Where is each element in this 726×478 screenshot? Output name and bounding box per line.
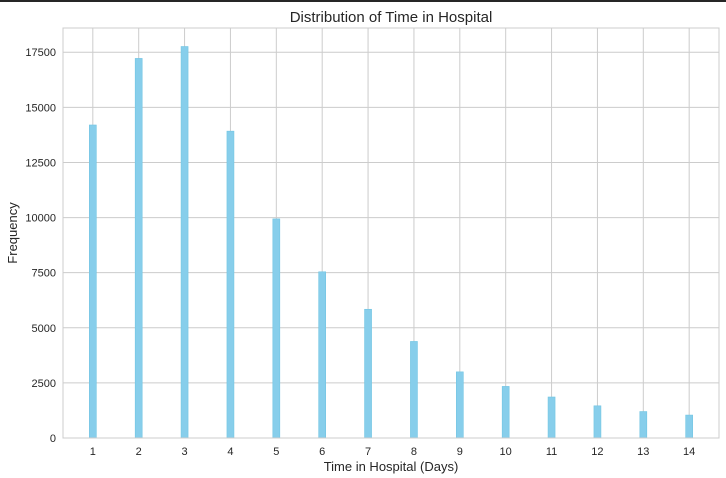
x-tick-label: 7: [365, 446, 371, 458]
x-tick-label: 1: [90, 446, 96, 458]
x-tick-label: 6: [319, 446, 325, 458]
x-tick-label: 4: [227, 446, 233, 458]
y-tick-label: 15000: [25, 102, 56, 114]
histogram-bar: [364, 308, 372, 439]
histogram-bar: [685, 414, 693, 439]
y-tick-label: 2500: [32, 378, 56, 390]
y-tick-label: 0: [50, 433, 56, 445]
x-tick-label: 10: [500, 446, 512, 458]
x-tick-label: 11: [546, 446, 557, 458]
x-axis-label: Time in Hospital (Days): [324, 459, 459, 474]
bars-group: [89, 46, 693, 439]
x-tick-label: 5: [273, 446, 279, 458]
histogram-bar: [89, 124, 97, 439]
y-axis-label: Frequency: [5, 202, 20, 264]
histogram-bar: [593, 405, 602, 439]
y-tick-label: 17500: [25, 47, 56, 59]
histogram-bar: [456, 371, 464, 439]
x-tick-label: 2: [136, 446, 142, 458]
histogram-bar: [134, 58, 143, 439]
histogram-bar: [547, 396, 556, 439]
x-tick-label: 14: [683, 446, 695, 458]
y-tick-label: 10000: [25, 213, 56, 225]
x-tick-label: 8: [411, 446, 417, 458]
y-tick-label: 7500: [32, 268, 56, 280]
x-tick-labels: 1 2 3 4 5 6 7 8 9 10 11 12 13 14: [90, 446, 696, 458]
x-tick-label: 12: [591, 446, 603, 458]
x-tick-label: 13: [637, 446, 649, 458]
histogram-bar: [272, 218, 281, 439]
y-tick-label: 5000: [32, 323, 56, 335]
window-top-border: [0, 0, 726, 2]
histogram-bar: [501, 386, 510, 439]
histogram-bar: [226, 130, 235, 439]
histogram-bar: [410, 341, 418, 439]
x-tick-label: 3: [182, 446, 188, 458]
y-tick-label: 12500: [25, 157, 56, 169]
histogram-bar: [318, 271, 326, 439]
y-tick-labels: 0 2500 5000 7500 10000 12500 15000 17500: [25, 47, 56, 445]
histogram-bar: [639, 411, 648, 439]
histogram-bar: [180, 46, 189, 439]
grid-lines: [63, 28, 719, 439]
plot-frame: [62, 27, 720, 439]
chart-title: Distribution of Time in Hospital: [290, 9, 493, 26]
x-tick-label: 9: [457, 446, 463, 458]
